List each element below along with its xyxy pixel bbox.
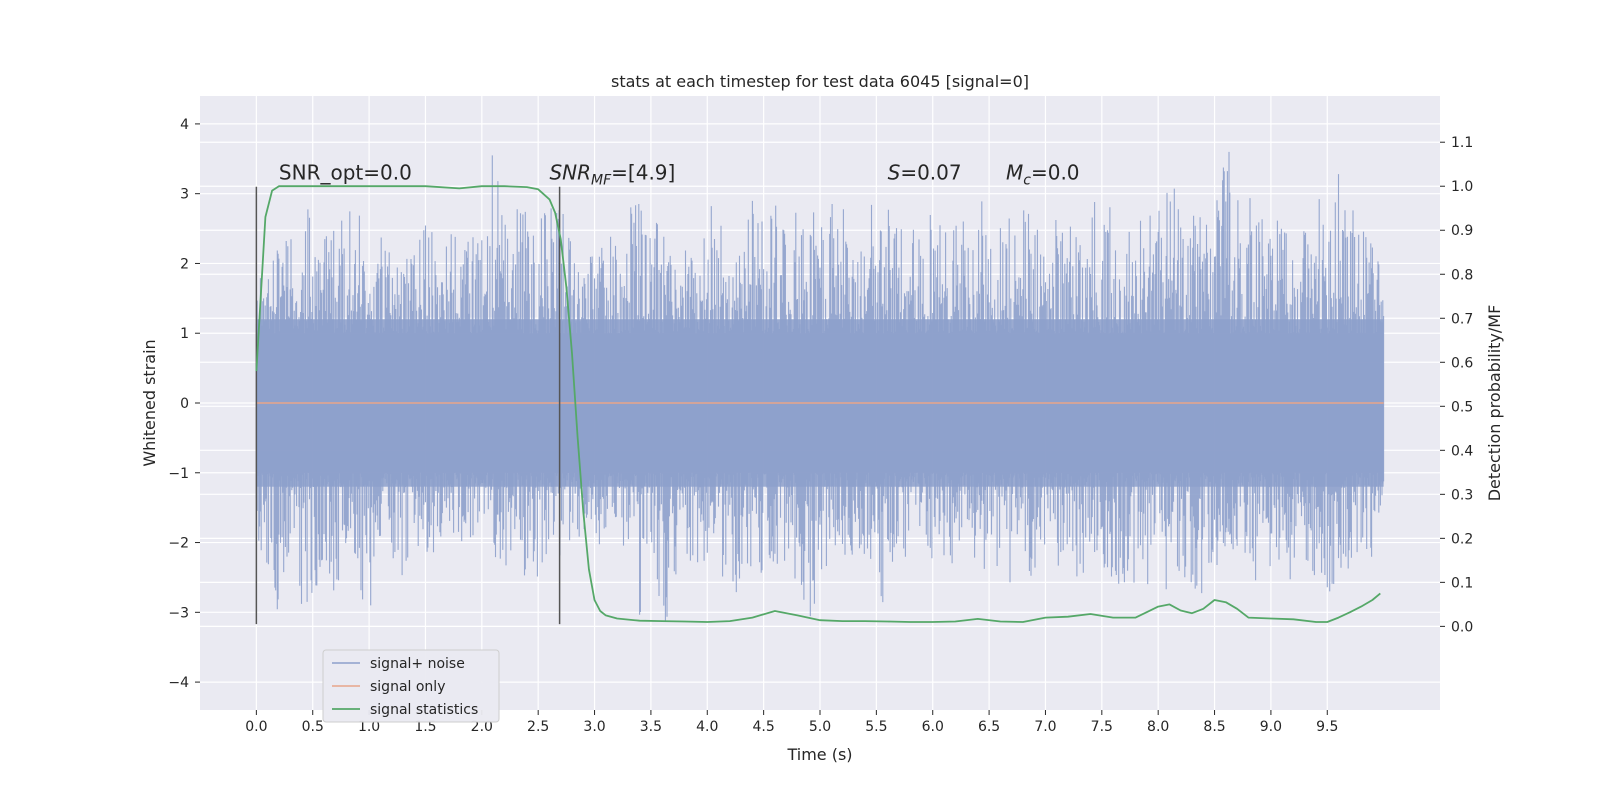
y2-tick-label: 0.2 xyxy=(1451,531,1473,547)
y2-tick-label: 1.0 xyxy=(1451,179,1473,195)
x-tick-label: 2.5 xyxy=(527,719,549,735)
event-markers xyxy=(255,186,561,625)
legend-item-signal-statistics: signal statistics xyxy=(332,702,478,718)
legend-box xyxy=(322,649,500,723)
y2-axis-label: Detection probability/MF xyxy=(1485,305,1504,502)
y-tick-label: −2 xyxy=(168,536,189,552)
y2-tick-label: 0.3 xyxy=(1451,487,1473,503)
annotation-snr-mf-rest: =[4.9] xyxy=(611,161,675,185)
signal-statistics-series xyxy=(255,185,1381,623)
y2-tick-label: 0.9 xyxy=(1451,223,1473,239)
y2-tick-label: 0.4 xyxy=(1451,443,1473,459)
y-tick-label: −4 xyxy=(168,675,189,691)
y-tick-label: 4 xyxy=(180,117,189,133)
x-tick-label: 8.0 xyxy=(1147,719,1169,735)
annotation-s-main: S xyxy=(888,161,901,185)
y2-tick-label: 1.1 xyxy=(1451,135,1473,151)
y2-tick-label: 0.0 xyxy=(1451,619,1473,635)
y2-tick-label: 0.8 xyxy=(1451,267,1473,283)
x-tick-label: 1.5 xyxy=(414,719,436,735)
y-tick-label: 2 xyxy=(180,256,189,272)
x-tick-label: 7.5 xyxy=(1091,719,1113,735)
annotation-snr-mf-sub: MF xyxy=(591,173,612,189)
legend-label-signal-noise: signal+ noise xyxy=(370,656,465,672)
x-tick-label: 6.0 xyxy=(922,719,944,735)
annotations: SNR_opt=0.0 SNRMF=[4.9] S=0.07 Mc=0.0 xyxy=(279,161,1080,189)
annotation-snr-opt: SNR_opt=0.0 xyxy=(279,161,412,185)
legend-item-signal-noise: signal+ noise xyxy=(332,656,465,672)
x-axis-ticks: 0.0 0.5 1.0 1.5 2.0 2.5 3.0 3.5 4.0 4.5 5.0 5.5 6.0 6… xyxy=(245,710,1338,735)
y2-tick-label: 0.6 xyxy=(1451,355,1473,371)
annotation-s-stat: S=0.07 xyxy=(888,161,962,185)
y-axis-ticks: −4 −3 −2 −1 0 1 2 3 4 xyxy=(168,117,200,691)
x-tick-label: 4.5 xyxy=(753,719,775,735)
x-tick-label: 0.0 xyxy=(245,719,267,735)
annotation-mc: Mc=0.0 xyxy=(1006,161,1080,189)
y2-tick-label: 0.7 xyxy=(1451,311,1473,327)
x-tick-label: 3.5 xyxy=(640,719,662,735)
x-axis-label: Time (s) xyxy=(786,745,852,764)
annotation-mc-sub: c xyxy=(1023,173,1031,189)
y-tick-label: 1 xyxy=(180,326,189,342)
x-tick-label: 7.0 xyxy=(1034,719,1056,735)
chart-title: stats at each timestep for test data 604… xyxy=(611,72,1029,91)
y-tick-label: −1 xyxy=(168,466,189,482)
y-tick-label: −3 xyxy=(168,605,189,621)
y-axis-label: Whitened strain xyxy=(140,339,159,466)
x-tick-label: 0.5 xyxy=(302,719,324,735)
legend-label-signal-only: signal only xyxy=(370,679,445,695)
annotation-mc-rest: =0.0 xyxy=(1031,161,1080,185)
annotation-snr-mf-main: SNR xyxy=(549,161,591,185)
x-tick-label: 6.5 xyxy=(978,719,1000,735)
y-tick-label: 3 xyxy=(180,187,189,203)
y-tick-label: 0 xyxy=(180,396,189,412)
legend-label-signal-statistics: signal statistics xyxy=(370,702,478,718)
legend: signal+ noise signal only signal statist… xyxy=(322,649,500,723)
x-tick-label: 2.0 xyxy=(471,719,493,735)
annotation-mc-main: M xyxy=(1006,161,1023,185)
x-tick-label: 5.5 xyxy=(865,719,887,735)
signal-statistics-line xyxy=(255,185,1381,623)
x-tick-label: 4.0 xyxy=(696,719,718,735)
y2-tick-label: 0.5 xyxy=(1451,399,1473,415)
legend-item-signal-only: signal only xyxy=(332,679,445,695)
x-tick-label: 8.5 xyxy=(1203,719,1225,735)
annotation-snr-mf: SNRMF=[4.9] xyxy=(549,161,675,189)
x-tick-label: 3.0 xyxy=(583,719,605,735)
x-tick-label: 5.0 xyxy=(809,719,831,735)
y2-axis-ticks: 0.0 0.1 0.2 0.3 0.4 0.5 0.6 0.7 0.8 0.9 1.0 1.1 xyxy=(1440,135,1473,635)
x-tick-label: 1.0 xyxy=(358,719,380,735)
y2-tick-label: 0.1 xyxy=(1451,575,1473,591)
annotation-s-rest: =0.07 xyxy=(900,161,961,185)
x-tick-label: 9.0 xyxy=(1260,719,1282,735)
x-tick-label: 9.5 xyxy=(1316,719,1338,735)
